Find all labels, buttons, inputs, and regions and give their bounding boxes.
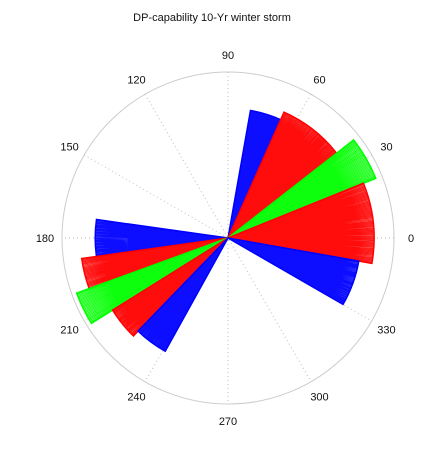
angular-tick-label: 90 — [222, 50, 234, 62]
sector-outline — [75, 237, 229, 325]
angular-tick-labels: 0 30 60 90 120 150 180 210 240 270 300 330 — [36, 50, 414, 428]
angular-tick-label: 180 — [36, 233, 54, 245]
angular-tick-label: 270 — [219, 416, 237, 428]
angular-tick-label: 120 — [127, 75, 145, 87]
sector-red-8 — [111, 237, 229, 337]
angular-tick-label: 240 — [127, 391, 145, 403]
sector-green-2 — [227, 138, 377, 239]
chart-title: DP-capability 10-Yr winter storm — [133, 12, 291, 24]
sector-outline — [225, 182, 375, 265]
sector-outline — [227, 237, 360, 306]
angular-tick-label: 60 — [313, 75, 325, 87]
sector-blue-4 — [227, 237, 360, 306]
angular-tick-label: 0 — [408, 233, 414, 245]
sector-blue-9 — [136, 237, 229, 353]
sector-outline — [136, 237, 229, 353]
angular-tick-label: 150 — [60, 142, 78, 154]
sector-green-7 — [75, 237, 229, 325]
sector-outline — [227, 138, 377, 239]
angular-tick-label: 330 — [377, 325, 395, 337]
sector-outline — [111, 237, 229, 337]
sector-layer — [75, 109, 377, 353]
angular-tick-label: 210 — [60, 325, 78, 337]
angular-tick-label: 30 — [380, 142, 392, 154]
polar-spoke — [144, 93, 312, 383]
angular-tick-label: 300 — [310, 391, 328, 403]
